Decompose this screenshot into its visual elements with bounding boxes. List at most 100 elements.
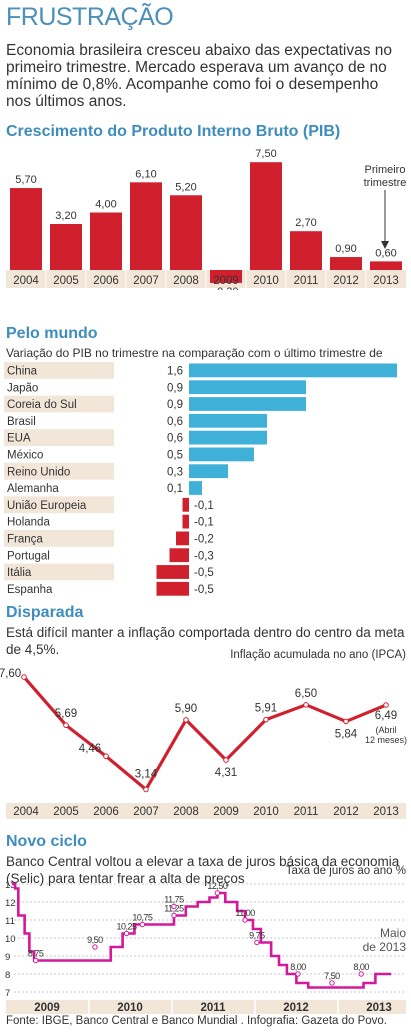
selic-value-label: 12,50: [207, 881, 228, 891]
selic-point: [214, 890, 221, 896]
inflation-year-label: 2004: [13, 806, 39, 818]
pib-value-label: 7,50: [255, 148, 276, 160]
inflation-year-label: 2009: [213, 806, 239, 818]
pib-bar: [10, 188, 42, 270]
selic-point: [92, 944, 98, 950]
selic-point: [295, 971, 301, 977]
world-row-band: [4, 563, 114, 581]
world-country-label: México: [7, 450, 43, 462]
inflation-title: Disparada: [6, 604, 84, 621]
selic-year-label: 2012: [283, 1002, 309, 1014]
selic-point: [139, 921, 146, 928]
world-bar: [182, 514, 189, 529]
pib-value-label: 4,00: [95, 199, 116, 211]
pib-year-label: 2010: [253, 275, 279, 287]
world-bar: [189, 481, 202, 495]
world-value-label: -0,5: [194, 584, 214, 596]
world-row-band: [4, 530, 114, 547]
source-note: Fonte: IBGE, Banco Central e Banco Mundi…: [6, 1015, 387, 1027]
selic-value-label: 10,25: [117, 922, 138, 932]
inflation-year-label: 2013: [373, 806, 399, 818]
selic-point: [358, 971, 364, 977]
pib-bar: [210, 270, 242, 283]
inflation-point: [383, 702, 389, 708]
selic-point: [242, 917, 248, 923]
intro-text: Economia brasileira cresceu abaixo das e…: [6, 42, 392, 110]
world-value-label: -0,2: [194, 534, 214, 546]
world-title: Pelo mundo: [6, 325, 98, 342]
selic-y-tick: 11: [5, 916, 15, 927]
world-bar: [189, 363, 397, 378]
inflation-value-label: 5,91: [255, 703, 277, 715]
world-value-label: -0,3: [194, 550, 214, 562]
inflation-chart: Inflação acumulada no ano (IPCA) 7,60 2004…: [0, 649, 407, 819]
pib-annotation-arrowhead: [381, 241, 389, 249]
world-bar: [182, 497, 189, 512]
pib-value-label: 5,20: [175, 181, 196, 193]
inflation-line: [22, 676, 387, 792]
pib-value-label: 6,10: [135, 168, 156, 180]
inflation-value-label: 6,50: [295, 688, 317, 700]
world-country-label: Portugal: [7, 550, 50, 562]
world-bar: [176, 531, 189, 546]
inflation-value-label: 4,31: [215, 767, 237, 779]
selic-y-tick: 7: [5, 988, 10, 999]
world-country-label: China: [7, 366, 38, 378]
world-value-label: 0,3: [167, 466, 183, 478]
pib-value-label: 5,70: [15, 174, 36, 186]
world-row-band: [4, 395, 114, 413]
inflation-year-label: 2007: [133, 806, 159, 818]
selic-value-label: 11,75: [164, 895, 184, 905]
inflation-point: [103, 753, 109, 760]
world-value-label: 0,6: [167, 433, 183, 445]
selic-value-label: 8,00: [290, 962, 306, 972]
world-country-label: União Europeia: [7, 500, 87, 512]
pib-value-label: -0,30: [213, 286, 238, 290]
page-title: FRUSTRAÇÃO: [6, 3, 174, 31]
pib-bar: [330, 257, 362, 270]
inflation-value-label: 6,49: [375, 710, 397, 722]
world-country-label: Alemanha: [7, 483, 59, 495]
inflation-point: [143, 786, 149, 793]
world-value-label: -0,1: [194, 500, 214, 512]
world-country-label: Coreia do Sul: [7, 399, 77, 411]
pib-bar: [250, 162, 282, 270]
world-country-label: EUA: [7, 433, 31, 445]
inflation-point: [263, 716, 269, 723]
world-value-label: 0,9: [167, 399, 183, 411]
pib-year-label: 2005: [53, 275, 79, 287]
inflation-axis-band: [6, 803, 406, 819]
selic-point: [329, 980, 335, 986]
pib-year-label: 2006: [93, 275, 119, 287]
world-bar: [189, 447, 254, 462]
inflation-year-label: 2006: [93, 806, 119, 818]
pib-year-label: 2011: [294, 275, 319, 287]
inflation-note: 12 meses): [365, 735, 407, 745]
inflation-note: (Abril: [375, 725, 396, 735]
selic-point: [123, 930, 130, 937]
selic-year-label: 2013: [366, 1002, 392, 1014]
world-row-band: [4, 496, 114, 514]
selic-title: Novo ciclo: [6, 833, 87, 850]
selic-y-tick: 8: [5, 970, 10, 981]
world-value-label: -0,1: [194, 517, 214, 529]
inflation-point: [303, 702, 309, 708]
world-bar: [189, 464, 228, 479]
inflation-value-label: 5,84: [335, 728, 358, 740]
selic-year-label: 2010: [117, 1002, 143, 1014]
pib-bar: [370, 261, 402, 270]
world-value-label: 0,5: [167, 450, 183, 462]
world-country-label: França: [7, 534, 43, 546]
selic-chart: Taxa de juros ao ano % 7 8 9 10 11 12 13 8,75 9,5…: [5, 865, 406, 1014]
pib-value-label: 3,20: [55, 210, 76, 222]
inflation-year-label: 2008: [173, 806, 199, 818]
selic-year-label: 2009: [34, 1002, 60, 1014]
selic-year-label: 2011: [201, 1002, 227, 1014]
world-country-label: Brasil: [7, 416, 36, 428]
world-country-label: Japão: [7, 382, 38, 394]
world-value-label: 0,1: [167, 483, 183, 495]
pib-year-label: 2007: [133, 275, 159, 287]
selic-subtitle: Banco Central voltou a elevar a taxa de …: [6, 854, 400, 886]
pib-value-label: 0,90: [335, 243, 356, 255]
world-value-label: -0,5: [194, 567, 214, 579]
